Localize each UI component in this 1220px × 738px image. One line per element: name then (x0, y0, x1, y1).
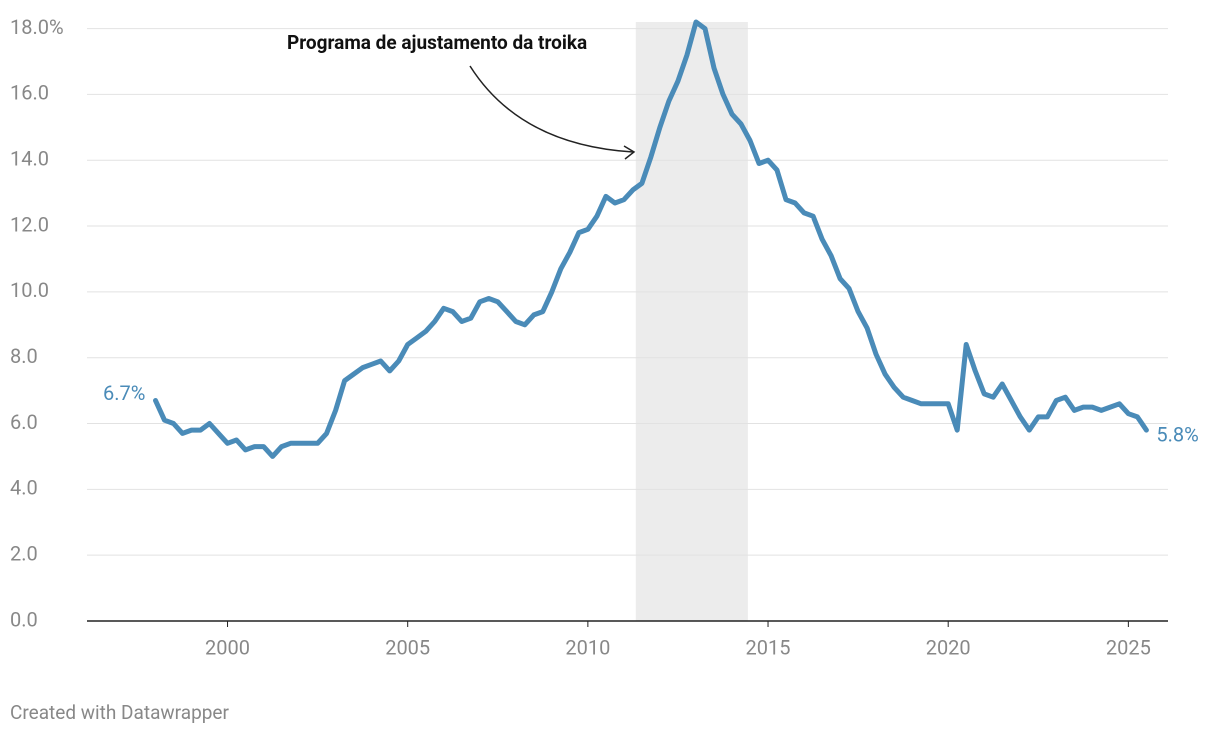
credit: Created with Datawrapper (10, 701, 229, 724)
y-tick-label: 10.0 (10, 278, 49, 302)
x-tick-label: 2015 (746, 635, 791, 659)
y-tick-label: 4.0 (10, 476, 38, 500)
y-tick-label: 14.0 (10, 147, 49, 171)
background-layer (87, 22, 1168, 627)
line (153, 19, 1149, 459)
y-tick-label: 2.0 (10, 541, 38, 565)
x-tick-label: 2000 (205, 635, 250, 659)
highlight-band (635, 22, 748, 621)
arrow-head (623, 145, 636, 160)
y-tick-label: 18.0% (10, 15, 64, 39)
y-tick-label: 12.0 (10, 212, 49, 236)
y-tick-label: 0.0 (10, 607, 38, 631)
y-tick-label: 16.0 (10, 81, 49, 105)
x-tick-label: 2010 (565, 635, 610, 659)
x-tick-label: 2005 (385, 635, 430, 659)
y-tick-label: 6.0 (10, 410, 38, 434)
y-tick-label: 8.0 (10, 344, 38, 368)
value-label: 5.8% (1156, 422, 1198, 446)
x-tick-label: 2025 (1106, 635, 1151, 659)
annotation-arrow (469, 65, 634, 153)
value-label: 6.7% (103, 381, 145, 405)
x-tick-label: 2020 (926, 635, 971, 659)
annotation: Programa de ajustamento da troika (287, 31, 587, 54)
